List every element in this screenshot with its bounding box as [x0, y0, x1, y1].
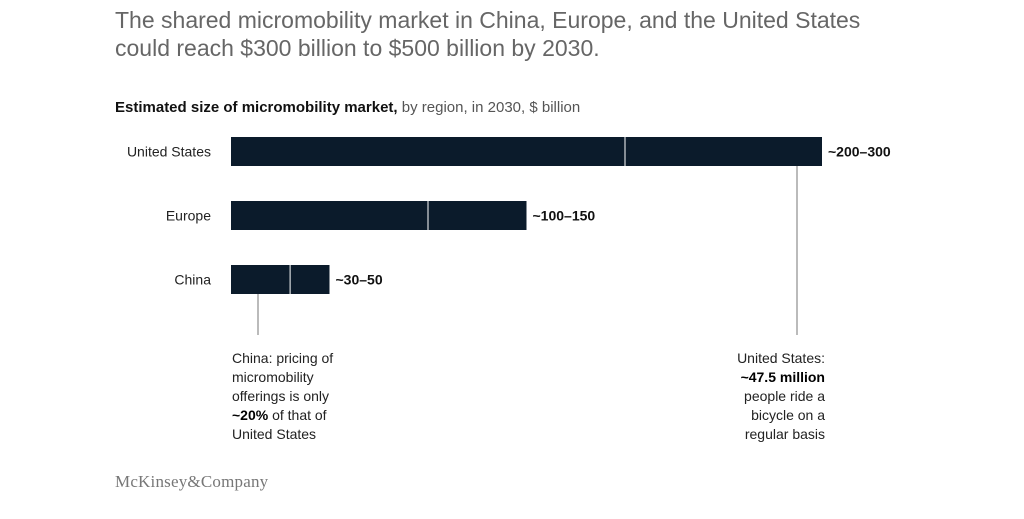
bar-china-segment-2	[290, 265, 330, 294]
chart-subtitle: Estimated size of micromobility market, …	[115, 99, 580, 116]
us-note-line-3: people ride a	[744, 388, 825, 404]
bar-europe-segment-2	[428, 201, 527, 230]
china-note-line-2: micromobility	[232, 369, 314, 385]
china-note-line-3: offerings is only	[232, 388, 330, 404]
china-note-after-bold: of that of	[268, 407, 327, 423]
headline: The shared micromobility market in China…	[115, 7, 861, 61]
bar-united-states-segment-1	[231, 137, 625, 166]
us-note-line-1: United States:	[737, 350, 825, 366]
subtitle-bold: Estimated size of micromobility market,	[115, 99, 398, 116]
china-note-line-5: United States	[232, 426, 317, 442]
bar-united-states-segment-2	[625, 137, 822, 166]
us-note-line-5: regular basis	[744, 426, 825, 442]
china-annotation: China: pricing of micromobility offering…	[232, 349, 372, 444]
data-label-china: ~30–50	[336, 272, 383, 288]
data-label-europe: ~100–150	[533, 208, 596, 224]
bar-europe-segment-1	[231, 201, 428, 230]
category-label-china: China	[174, 272, 211, 288]
china-note-line-1: China: pricing of	[232, 350, 334, 366]
us-annotation: United States: ~47.5 million people ride…	[680, 349, 825, 444]
us-note-line-2: ~47.5 million	[680, 368, 825, 387]
mckinsey-logo: McKinsey&Company	[115, 472, 269, 491]
bar-china-segment-1	[231, 265, 291, 294]
category-label-united-states: United States	[127, 144, 211, 160]
subtitle-rest: by region, in 2030, $ billion	[397, 99, 581, 116]
us-note-line-4: bicycle on a	[751, 407, 825, 423]
us-note-bold: ~47.5 million	[740, 369, 825, 385]
china-note-line-4: ~20% of that of	[232, 406, 372, 425]
category-label-europe: Europe	[166, 208, 211, 224]
data-label-united-states: ~200–300	[828, 144, 891, 160]
china-note-bold: ~20%	[232, 407, 269, 423]
